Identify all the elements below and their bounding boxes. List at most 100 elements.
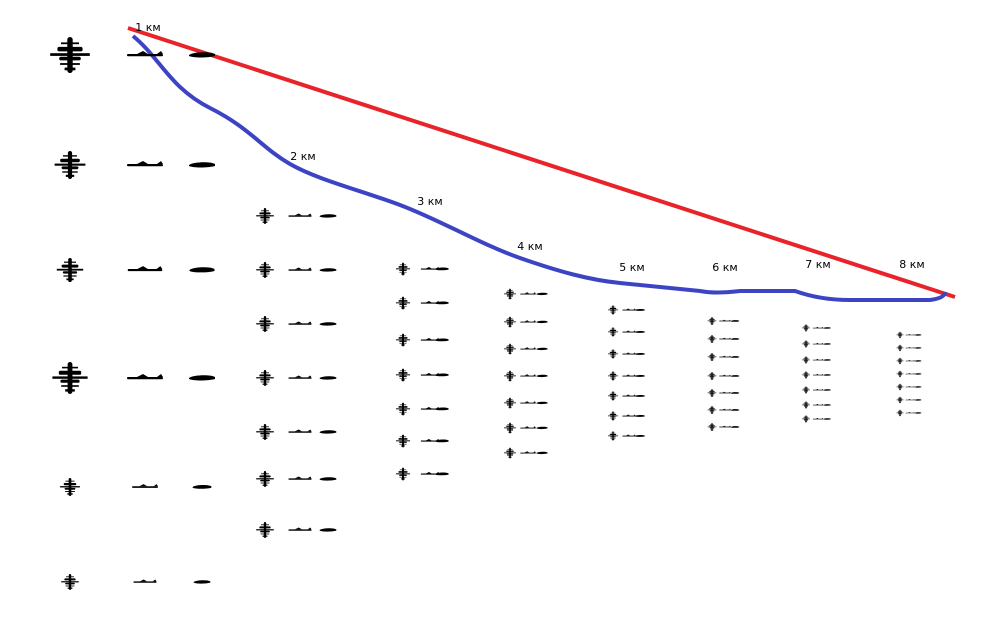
- aircraft-side-view: [719, 355, 731, 358]
- aircraft-front-view: [823, 359, 831, 361]
- aircraft-top-view: [896, 357, 904, 365]
- aircraft-front-view: [914, 360, 922, 362]
- aircraft-side-view: [288, 267, 312, 271]
- aircraft-side-view: [812, 373, 824, 376]
- aircraft-top-view: [504, 343, 516, 355]
- aircraft-side-view: [288, 375, 312, 379]
- aircraft-front-view: [730, 426, 740, 428]
- aircraft-side-view: [520, 426, 536, 429]
- aircraft-top-view: [802, 340, 810, 348]
- aircraft-front-view: [914, 399, 922, 401]
- aircraft-top-view: [395, 333, 411, 347]
- aircraft-side-view: [520, 374, 536, 377]
- distance-label: 3 км: [417, 195, 442, 208]
- aircraft-front-view: [189, 375, 215, 381]
- aircraft-side-view: [622, 308, 636, 311]
- aircraft-front-view: [730, 392, 740, 394]
- aircraft-side-view: [905, 372, 915, 375]
- aircraft-top-view: [256, 262, 274, 278]
- aircraft-side-view: [905, 359, 915, 362]
- aircraft-front-view: [319, 477, 337, 481]
- aircraft-side-view: [288, 476, 312, 480]
- aircraft-side-view: [812, 388, 824, 391]
- aircraft-front-view: [635, 374, 645, 377]
- aircraft-front-view: [635, 394, 645, 397]
- aircraft-front-view: [823, 389, 831, 391]
- aircraft-front-view: [319, 322, 337, 326]
- aircraft-side-view: [133, 579, 157, 583]
- aircraft-side-view: [288, 213, 312, 217]
- aircraft-front-view: [536, 347, 548, 351]
- aircraft-top-view: [256, 208, 274, 224]
- aircraft-front-view: [635, 414, 645, 417]
- aircraft-top-view: [896, 409, 904, 417]
- aircraft-top-view: [802, 356, 810, 364]
- aircraft-front-view: [823, 374, 831, 376]
- aircraft-top-view: [61, 574, 79, 590]
- distance-label: 2 км: [290, 150, 315, 163]
- aircraft-front-view: [823, 327, 831, 329]
- aircraft-side-view: [520, 320, 536, 323]
- aircraft-side-view: [719, 391, 731, 394]
- aircraft-front-view: [914, 386, 922, 388]
- aircraft-top-view: [504, 316, 516, 328]
- aircraft-top-view: [395, 402, 411, 416]
- aircraft-top-view: [504, 447, 516, 459]
- aircraft-silhouettes: [50, 37, 922, 590]
- aircraft-top-view: [802, 324, 810, 332]
- aircraft-front-view: [536, 292, 548, 296]
- aircraft-top-view: [707, 335, 717, 343]
- aircraft-side-view: [127, 51, 163, 57]
- aircraft-top-view: [504, 288, 516, 300]
- aircraft-top-view: [256, 370, 274, 386]
- aircraft-side-view: [812, 326, 824, 329]
- aircraft-top-view: [256, 424, 274, 440]
- aircraft-side-view: [905, 398, 915, 401]
- aircraft-side-view: [622, 330, 636, 333]
- aircraft-front-view: [730, 375, 740, 377]
- distance-label: 8 км: [899, 258, 924, 271]
- aircraft-side-view: [288, 429, 312, 433]
- aircraft-top-view: [504, 397, 516, 409]
- aircraft-front-view: [536, 426, 548, 430]
- aircraft-top-view: [607, 371, 619, 381]
- aircraft-top-view: [607, 411, 619, 421]
- aircraft-side-view: [719, 425, 731, 428]
- aircraft-top-view: [256, 316, 274, 332]
- aircraft-front-view: [730, 409, 740, 411]
- aircraft-side-view: [719, 319, 731, 322]
- aircraft-side-view: [520, 451, 536, 454]
- distance-label: 5 км: [619, 261, 644, 274]
- aircraft-front-view: [730, 338, 740, 340]
- aircraft-top-view: [50, 37, 90, 73]
- aircraft-side-view: [812, 417, 824, 420]
- aircraft-top-view: [896, 396, 904, 404]
- aircraft-side-view: [812, 403, 824, 406]
- aircraft-top-view: [802, 415, 810, 423]
- aircraft-front-view: [193, 580, 211, 584]
- aircraft-side-view: [127, 374, 163, 380]
- aircraft-top-view: [607, 431, 619, 441]
- aircraft-top-view: [707, 406, 717, 414]
- aircraft-top-view: [607, 327, 619, 337]
- aircraft-front-view: [319, 268, 337, 272]
- aircraft-side-view: [812, 342, 824, 345]
- aircraft-front-view: [635, 308, 645, 311]
- distance-label: 7 км: [805, 258, 830, 271]
- aircraft-front-view: [914, 373, 922, 375]
- distance-label: 6 км: [712, 261, 737, 274]
- aircraft-top-view: [707, 423, 717, 431]
- aircraft-top-view: [52, 362, 88, 394]
- aircraft-front-view: [730, 320, 740, 322]
- aircraft-top-view: [896, 370, 904, 378]
- aircraft-side-view: [132, 484, 158, 488]
- aircraft-top-view: [802, 371, 810, 379]
- aircraft-front-view: [536, 401, 548, 405]
- aircraft-top-view: [395, 296, 411, 310]
- aircraft-side-view: [622, 374, 636, 377]
- aircraft-side-view: [905, 385, 915, 388]
- aircraft-top-view: [896, 383, 904, 391]
- aircraft-side-view: [127, 161, 163, 167]
- aircraft-side-view: [622, 414, 636, 417]
- aircraft-side-view: [905, 346, 915, 349]
